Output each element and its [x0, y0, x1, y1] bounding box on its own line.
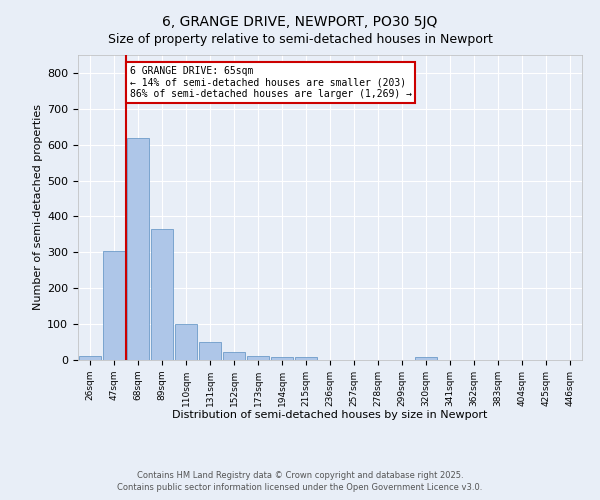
Text: 6 GRANGE DRIVE: 65sqm
← 14% of semi-detached houses are smaller (203)
86% of sem: 6 GRANGE DRIVE: 65sqm ← 14% of semi-deta… — [130, 66, 412, 99]
Bar — [103, 252, 125, 360]
Bar — [151, 229, 173, 360]
Y-axis label: Number of semi-detached properties: Number of semi-detached properties — [33, 104, 43, 310]
Bar — [415, 357, 437, 360]
Bar — [295, 357, 317, 360]
Bar — [199, 342, 221, 360]
Bar — [175, 324, 197, 360]
Text: Size of property relative to semi-detached houses in Newport: Size of property relative to semi-detach… — [107, 32, 493, 46]
Text: 6, GRANGE DRIVE, NEWPORT, PO30 5JQ: 6, GRANGE DRIVE, NEWPORT, PO30 5JQ — [163, 15, 437, 29]
Bar — [223, 352, 245, 360]
Bar — [127, 138, 149, 360]
Bar — [271, 357, 293, 360]
Bar — [79, 356, 101, 360]
Text: Contains public sector information licensed under the Open Government Licence v3: Contains public sector information licen… — [118, 483, 482, 492]
Text: Contains HM Land Registry data © Crown copyright and database right 2025.: Contains HM Land Registry data © Crown c… — [137, 470, 463, 480]
Bar — [247, 356, 269, 360]
X-axis label: Distribution of semi-detached houses by size in Newport: Distribution of semi-detached houses by … — [172, 410, 488, 420]
